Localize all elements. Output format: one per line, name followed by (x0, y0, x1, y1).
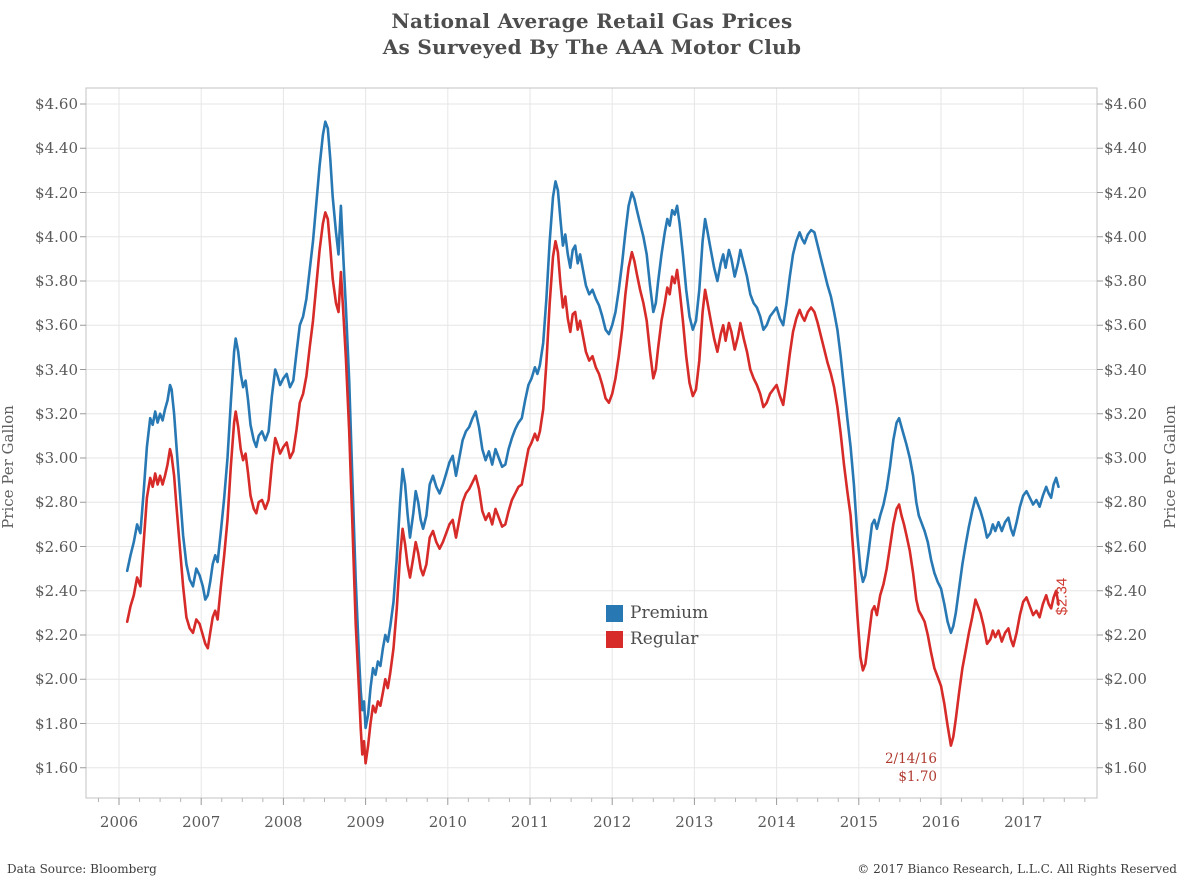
plot-border (85, 87, 1098, 799)
x-axis-tick-label: 2012 (593, 813, 632, 831)
y-axis-tick-label-left: $3.20 (35, 404, 78, 423)
y-axis-tick-label-left: $2.60 (35, 537, 78, 556)
chart-title-line1: National Average Retail Gas Prices (391, 9, 793, 33)
y-axis-tick-label-right: $2.20 (1104, 626, 1147, 644)
y-axis-tick-label-right: $3.40 (1104, 360, 1147, 379)
legend-label-regular: Regular (630, 629, 699, 649)
y-axis-tick-label-left: $4.00 (35, 227, 78, 246)
y-axis-tick-label-right: $2.80 (1104, 493, 1147, 512)
regular-swatch-icon (606, 630, 623, 648)
y-axis-tick-label-left: $3.00 (35, 449, 78, 467)
y-axis-tick-label-left: $1.80 (35, 714, 78, 733)
legend-item-regular: Regular (606, 626, 708, 652)
y-axis-tick-label-right: $1.80 (1104, 714, 1147, 733)
y-axis-tick-label-left: $4.20 (35, 183, 78, 202)
y-axis-tick-label-right: $3.20 (1104, 404, 1147, 423)
y-axis-tick-label-right: $4.00 (1104, 227, 1147, 246)
x-axis-tick-label: 2010 (428, 813, 467, 831)
y-axis-tick-label-right: $3.80 (1104, 272, 1147, 290)
y-axis-tick-label-left: $1.60 (35, 758, 78, 777)
annotation-low-point: 2/14/16 $1.70 (827, 750, 937, 786)
series-line-regular (125, 211, 1060, 765)
y-axis-tick-label-left: $3.60 (35, 316, 78, 335)
y-axis-tick-label-right: $3.60 (1104, 316, 1147, 335)
chart-legend: Premium Regular (606, 600, 708, 652)
y-axis-tick-label-left: $3.80 (35, 272, 78, 290)
legend-item-premium: Premium (606, 600, 708, 626)
data-source-note: Data Source: Bloomberg (7, 862, 157, 876)
y-axis-tick-label-right: $2.40 (1104, 581, 1147, 600)
x-axis-tick-label: 2006 (99, 813, 139, 831)
premium-swatch-icon (606, 604, 623, 622)
x-axis-tick-label: 2008 (264, 813, 303, 831)
y-axis-tick-label-right: $3.00 (1104, 449, 1147, 467)
y-axis-tick-label-left: $2.80 (35, 493, 78, 512)
y-axis-tick-label-left: $3.40 (35, 360, 78, 379)
annotation-low-date: 2/14/16 (884, 751, 937, 767)
copyright-note: © 2017 Bianco Research, L.L.C. All Right… (857, 862, 1177, 876)
y-axis-tick-label-right: $1.60 (1104, 758, 1147, 777)
annotation-last-value: $2.34 (1053, 577, 1071, 616)
legend-label-premium: Premium (630, 603, 709, 623)
annotation-low-price: $1.70 (898, 769, 937, 785)
y-axis-tick-label-left: $2.00 (35, 670, 78, 689)
series-line-premium (125, 120, 1060, 730)
y-axis-tick-label-right: $4.20 (1104, 183, 1147, 202)
y-axis-tick-label-right: $2.60 (1104, 537, 1147, 556)
x-axis-tick-label: 2016 (921, 813, 961, 831)
chart-title-line2: As Surveyed By The AAA Motor Club (382, 35, 802, 59)
y-axis-tick-label-right: $4.40 (1104, 139, 1147, 158)
y-axis-tick-label-left: $4.40 (35, 139, 78, 158)
footer: Data Source: Bloomberg © 2017 Bianco Res… (0, 860, 1184, 884)
x-axis-tick-label: 2017 (1004, 813, 1043, 831)
chart-title: National Average Retail Gas Prices As Su… (0, 8, 1184, 60)
y-axis-tick-label-right: $4.60 (1104, 95, 1147, 113)
y-axis-tick-label-left: $4.60 (35, 95, 78, 113)
x-axis-tick-label: 2014 (757, 813, 796, 831)
y-axis-tick-label-left: $2.20 (35, 626, 78, 644)
x-axis-tick-label: 2011 (510, 813, 550, 831)
x-axis-tick-label: 2015 (839, 813, 878, 831)
x-axis-tick-label: 2009 (346, 813, 385, 831)
y-axis-tick-label-left: $2.40 (35, 581, 78, 600)
y-axis-tick-label-right: $2.00 (1104, 670, 1147, 689)
x-axis-tick-label: 2013 (675, 813, 714, 831)
x-axis-tick-label: 2007 (182, 813, 221, 831)
